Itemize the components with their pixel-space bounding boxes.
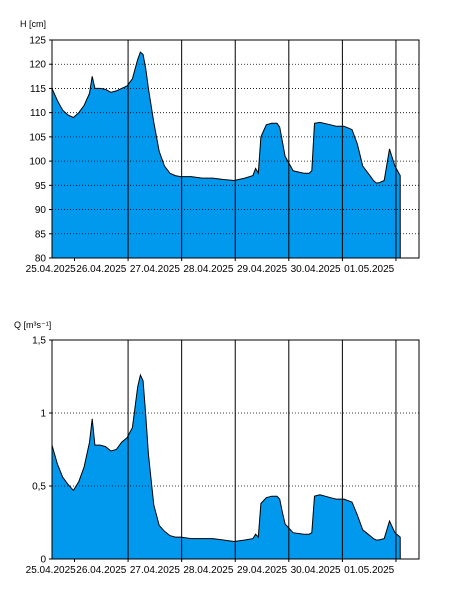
x-tick-label: 25.04.2025 [26, 264, 76, 275]
x-tick-label: 29.04.2025 [237, 565, 287, 576]
x-tick-label: 30.04.2025 [291, 565, 341, 576]
y-tick-label: 1,5 [32, 336, 46, 347]
y-tick-label: 105 [29, 132, 46, 143]
y-tick-label: 85 [35, 229, 47, 240]
discharge-unit-label: Q [m³s⁻¹] [14, 320, 51, 330]
x-tick-label: 27.04.2025 [130, 565, 180, 576]
x-tick-label: 28.04.2025 [183, 264, 233, 275]
x-tick-label: 25.04.2025 [26, 565, 76, 576]
discharge-chart: Q [m³s⁻¹] 0 0,5 1 1,5 25.04.2025 26.04.2025 27… [14, 320, 420, 576]
y-tick-label: 95 [35, 181, 47, 192]
y-tick-label: 110 [30, 108, 46, 119]
plot-border [51, 339, 420, 560]
x-tick-label: 27.04.2025 [130, 264, 180, 275]
x-tick-label: 29.04.2025 [237, 264, 287, 275]
y-tick-label: 90 [35, 205, 47, 216]
y-tick-label: 125 [29, 36, 46, 47]
y-tick-label: 100 [29, 157, 46, 168]
x-tick-label: 01.05.2025 [344, 565, 394, 576]
y-tick-label: 120 [29, 60, 46, 71]
y-tick-label: 1 [40, 409, 46, 420]
plot-border [51, 39, 420, 259]
series-area [51, 373, 401, 560]
y-tick-label: 0 [40, 555, 46, 566]
y-tick-label: 80 [35, 254, 47, 265]
x-tick-label: 26.04.2025 [76, 264, 126, 275]
y-tick-label: 115 [30, 84, 46, 95]
y-tick-label: 0,5 [32, 482, 46, 493]
x-tick-label: 26.04.2025 [76, 565, 126, 576]
x-tick-label: 30.04.2025 [291, 264, 341, 275]
x-tick-label: 01.05.2025 [344, 264, 394, 275]
water-level-unit-label: H [cm] [20, 19, 46, 29]
water-level-chart: H [cm] 80 85 90 95 100 105 110 115 120 125 25.04.2… [20, 19, 420, 275]
x-tick-label: 28.04.2025 [183, 565, 233, 576]
